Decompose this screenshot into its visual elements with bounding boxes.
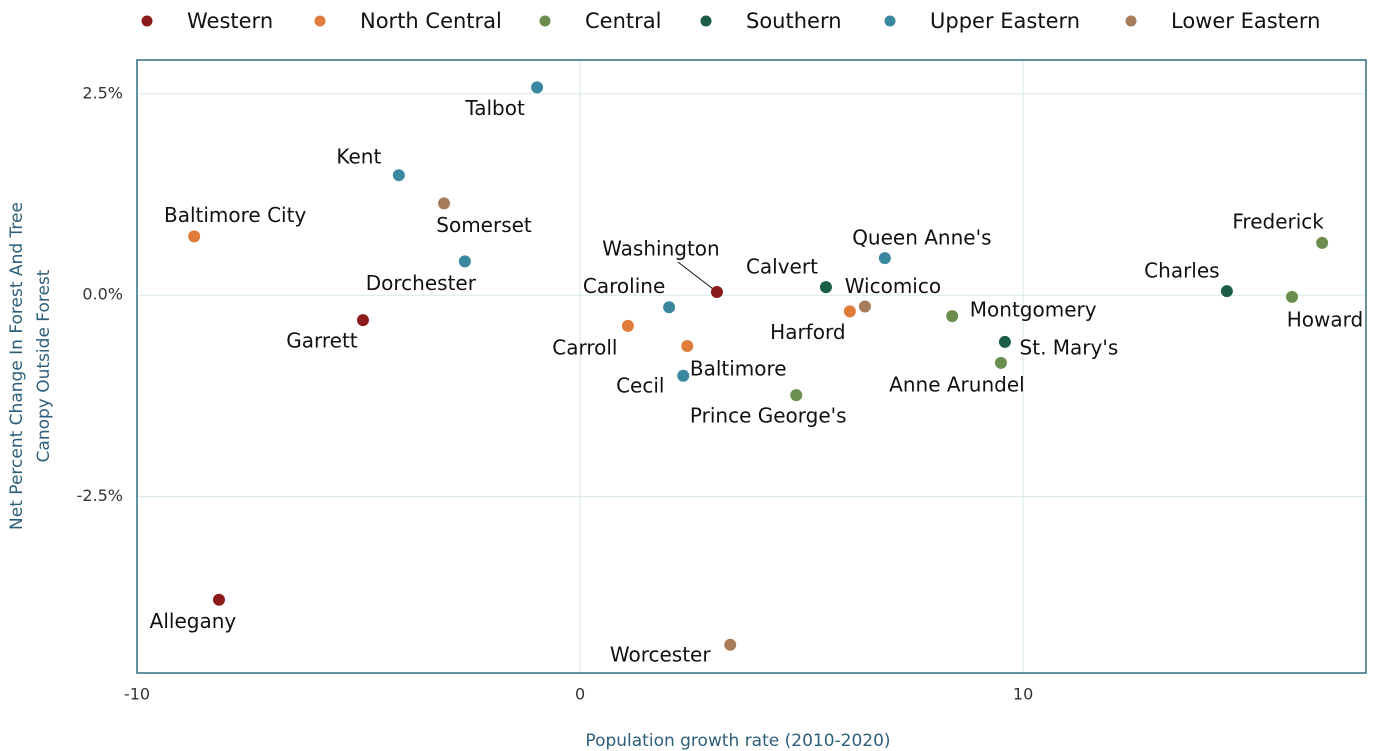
y-axis-label: Canopy Outside Forest <box>34 269 54 462</box>
point <box>392 169 405 182</box>
point <box>819 281 832 294</box>
point-label: Baltimore <box>690 356 787 380</box>
point-label: Cecil <box>616 373 664 397</box>
point <box>1316 236 1329 249</box>
point-label: Howard <box>1287 307 1363 331</box>
point <box>681 339 694 352</box>
legend-marker <box>1125 15 1137 27</box>
x-tick-label: 10 <box>1013 685 1033 704</box>
y-axis-label: Net Percent Change In Forest And Tree <box>7 202 27 530</box>
point <box>212 593 225 606</box>
legend-label: North Central <box>360 9 502 33</box>
point-label: Allegany <box>150 609 237 633</box>
point-label: Washington <box>602 236 720 260</box>
point-label: Talbot <box>464 96 525 120</box>
point-label: Carroll <box>552 335 617 359</box>
point-label: Caroline <box>583 274 665 298</box>
point-label: Anne Arundel <box>889 372 1025 396</box>
point <box>621 319 634 332</box>
point <box>531 81 544 94</box>
point <box>663 301 676 314</box>
point-label: Dorchester <box>366 271 477 295</box>
point <box>458 255 471 268</box>
y-tick-label: 2.5% <box>82 83 123 102</box>
point-label: Garrett <box>286 329 358 353</box>
point <box>188 230 201 243</box>
point-label: Harford <box>770 320 845 344</box>
point <box>1220 285 1233 298</box>
point-label: Queen Anne's <box>852 226 991 250</box>
point-label: Calvert <box>746 255 818 279</box>
plot-frame <box>136 59 1367 674</box>
leader-line <box>677 261 718 293</box>
legend-label: Western <box>187 9 273 33</box>
point-label: St. Mary's <box>1020 335 1119 359</box>
x-axis-label: Population growth rate (2010-2020) <box>585 731 890 751</box>
point <box>994 356 1007 369</box>
point-label: Prince George's <box>690 404 847 428</box>
point <box>1286 290 1299 303</box>
point <box>677 369 690 382</box>
x-tick-label: 0 <box>575 685 585 704</box>
point-label: Kent <box>336 145 381 169</box>
point <box>710 285 723 298</box>
point-label: Frederick <box>1232 209 1324 233</box>
point-label: Worcester <box>610 642 711 666</box>
legend-marker <box>884 15 896 27</box>
grid <box>137 60 1366 673</box>
y-tick-label: -2.5% <box>77 486 123 505</box>
point-label: Montgomery <box>970 298 1097 322</box>
point-label: Wicomico <box>845 274 941 298</box>
point <box>438 197 451 210</box>
y-tick-label: 0.0% <box>82 285 123 304</box>
point-label: Baltimore City <box>164 203 306 227</box>
legend-label: Lower Eastern <box>1171 9 1320 33</box>
legend-marker <box>539 15 551 27</box>
legend-label: Central <box>585 9 661 33</box>
legend-marker <box>700 15 712 27</box>
legend-label: Southern <box>746 9 842 33</box>
point <box>946 310 959 323</box>
point <box>858 300 871 313</box>
point <box>998 335 1011 348</box>
point <box>356 314 369 327</box>
point-label: Somerset <box>436 213 532 237</box>
point <box>724 638 737 651</box>
point <box>790 389 803 402</box>
point-label: Charles <box>1144 259 1219 283</box>
legend-marker <box>314 15 326 27</box>
point <box>878 252 891 265</box>
point <box>843 305 856 318</box>
legend-marker <box>141 15 153 27</box>
legend-label: Upper Eastern <box>930 9 1080 33</box>
x-tick-label: -10 <box>124 685 150 704</box>
